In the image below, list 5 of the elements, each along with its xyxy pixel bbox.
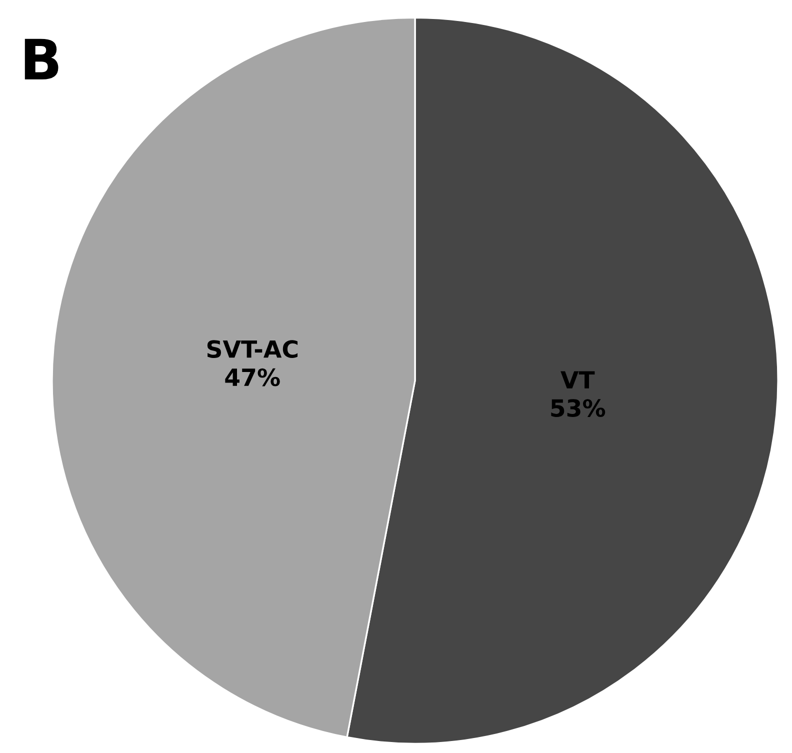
chart-title: B [24, 38, 58, 80]
slice-label: VT [560, 371, 595, 388]
data-label: 47% [225, 368, 280, 386]
slice-label: SVT-AC [207, 340, 298, 358]
data-label: 53% [551, 399, 606, 417]
